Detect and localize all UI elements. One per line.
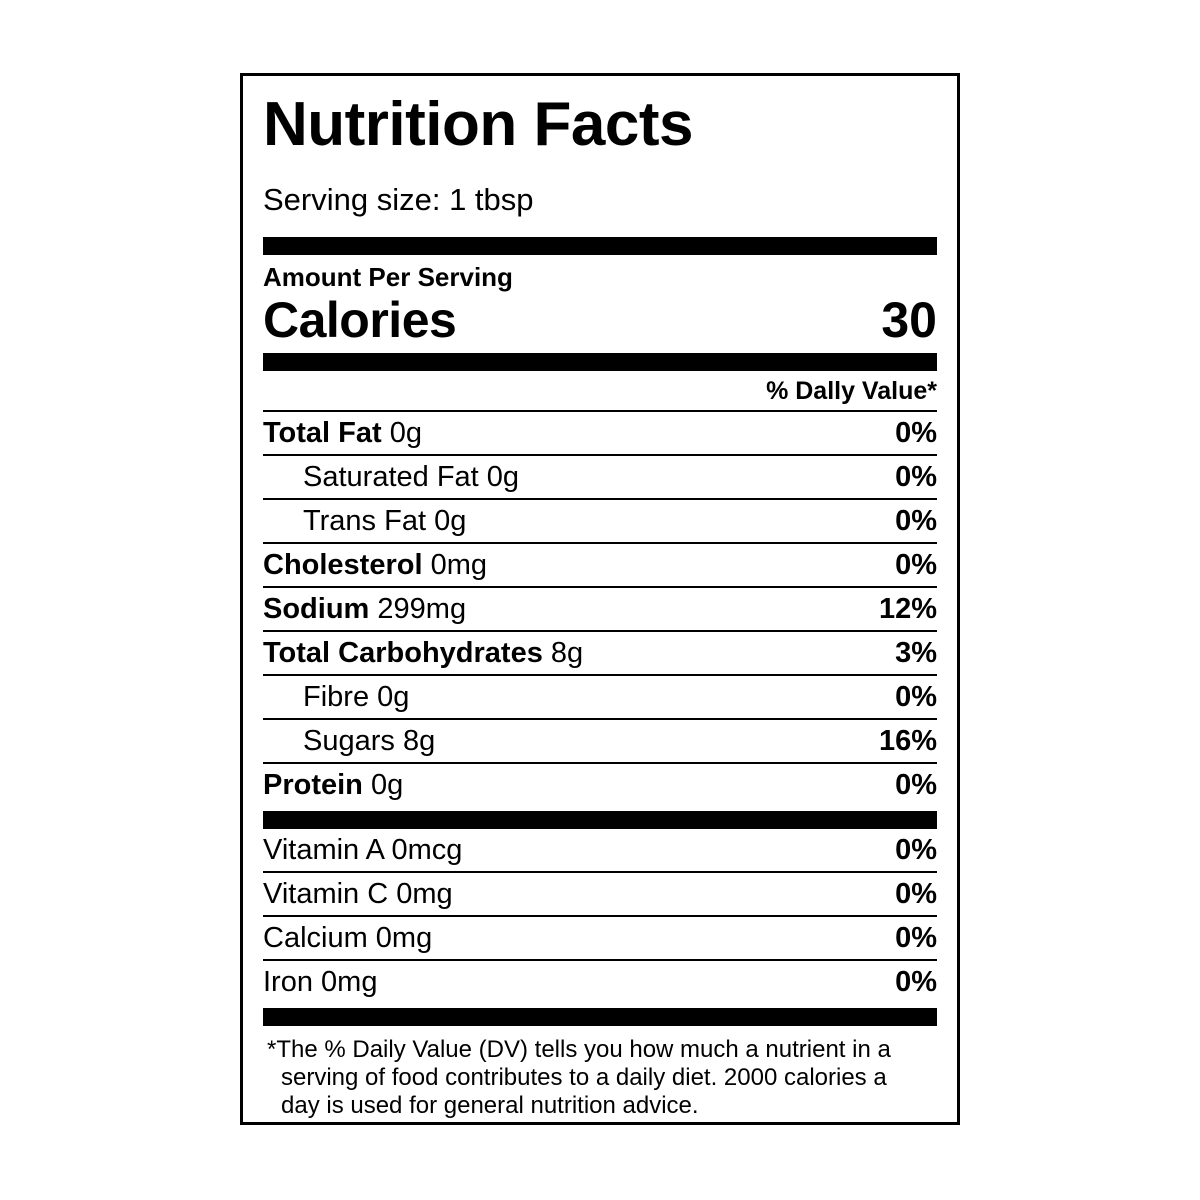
nutrient-label: Saturated Fat 0g <box>303 460 520 493</box>
nutrient-row: Sodium 299mg 12% <box>263 588 937 632</box>
daily-value-header: % Dally Value* <box>766 376 937 405</box>
nutrient-row: Trans Fat 0g 0% <box>263 500 937 544</box>
nutrient-name: Total Fat <box>263 416 382 449</box>
nutrient-label: Calcium 0mg <box>263 921 433 954</box>
nutrient-label: Fibre 0g <box>303 680 410 713</box>
divider-bar-calories <box>263 352 937 371</box>
nutrient-label: Total Carbohydrates 8g <box>263 636 584 669</box>
nutrient-name: Iron <box>263 965 313 998</box>
nutrient-amount: 0g <box>369 680 410 713</box>
nutrient-amount: 0mg <box>312 965 378 998</box>
nutrient-percent-daily-value: 0% <box>895 680 937 713</box>
nutrient-row: Vitamin C 0mg 0% <box>263 873 937 917</box>
nutrient-row: Calcium 0mg 0% <box>263 917 937 961</box>
nutrient-amount: 8g <box>394 724 436 757</box>
amount-per-serving-label: Amount Per Serving <box>263 262 513 292</box>
nutrient-row: Total Carbohydrates 8g 3% <box>263 632 937 676</box>
nutrient-name: Protein <box>263 768 363 801</box>
nutrient-amount: 0mg <box>388 877 453 910</box>
micronutrient-table: Vitamin A 0mcg 0% Vitamin C 0mg 0% Calcium 0… <box>263 829 937 1003</box>
nutrient-amount: 0g <box>362 768 404 801</box>
nutrient-label: Vitamin A 0mcg <box>263 833 463 866</box>
nutrient-row: Sugars 8g 16% <box>263 720 937 764</box>
page-title: Nutrition Facts <box>263 90 693 159</box>
nutrient-percent-daily-value: 3% <box>895 636 937 669</box>
nutrient-name: Fibre <box>303 680 370 713</box>
nutrient-amount: 0g <box>381 416 423 449</box>
nutrient-label: Vitamin C 0mg <box>263 877 453 910</box>
nutrient-row: Vitamin A 0mcg 0% <box>263 829 937 873</box>
nutrient-amount: 0mg <box>422 548 488 581</box>
nutrient-label: Sugars 8g <box>303 724 436 757</box>
nutrient-percent-daily-value: 12% <box>878 592 937 625</box>
nutrient-label: Trans Fat 0g <box>303 504 467 537</box>
nutrient-percent-daily-value: 0% <box>895 416 937 449</box>
nutrient-row: Iron 0mg 0% <box>263 961 937 1003</box>
nutrient-name: Cholesterol <box>263 548 423 581</box>
nutrient-percent-daily-value: 0% <box>895 504 937 537</box>
nutrient-name: Total Carbohydrates <box>263 636 543 669</box>
nutrient-amount: 8g <box>542 636 584 669</box>
nutrient-name: Trans Fat <box>303 504 427 537</box>
divider-bar-vitamins <box>263 810 937 829</box>
nutrient-amount: 0mcg <box>383 833 463 866</box>
serving-size-text: Serving size: 1 tbsp <box>263 182 534 217</box>
nutrient-row: Cholesterol 0mg 0% <box>263 544 937 588</box>
nutrient-label: Sodium 299mg <box>263 592 467 625</box>
nutrient-percent-daily-value: 0% <box>895 965 937 998</box>
nutrient-name: Sugars <box>303 724 395 757</box>
divider-bar-top <box>263 237 937 255</box>
nutrient-percent-daily-value: 0% <box>895 768 937 801</box>
nutrient-percent-daily-value: 0% <box>895 921 937 954</box>
nutrient-row: Fibre 0g 0% <box>263 676 937 720</box>
nutrient-name: Sodium <box>263 592 370 625</box>
nutrient-amount: 299mg <box>369 592 467 625</box>
nutrient-row: Saturated Fat 0g 0% <box>263 456 937 500</box>
nutrient-amount: 0g <box>426 504 467 537</box>
calories-row: Calories 30 <box>263 290 937 347</box>
nutrient-name: Calcium <box>263 921 368 954</box>
nutrient-label: Total Fat 0g <box>263 416 423 449</box>
nutrient-name: Vitamin A <box>263 833 384 866</box>
nutrient-percent-daily-value: 0% <box>895 460 937 493</box>
nutrition-facts-content: Nutrition Facts Serving size: 1 tbsp Amo… <box>243 76 957 1122</box>
calories-value: 30 <box>881 292 937 348</box>
nutrition-facts-panel: Nutrition Facts Serving size: 1 tbsp Amo… <box>240 73 960 1125</box>
nutrient-label: Iron 0mg <box>263 965 378 998</box>
nutrient-label: Cholesterol 0mg <box>263 548 488 581</box>
divider-bar-footnote <box>263 1007 937 1026</box>
nutrient-percent-daily-value: 0% <box>895 833 937 866</box>
nutrient-amount: 0mg <box>367 921 433 954</box>
nutrient-row: Protein 0g 0% <box>263 764 937 806</box>
nutrient-name: Vitamin C <box>263 877 389 910</box>
nutrient-label: Protein 0g <box>263 768 404 801</box>
daily-value-footnote: *The % Daily Value (DV) tells you how mu… <box>267 1035 891 1120</box>
nutrient-name: Saturated Fat <box>303 460 479 493</box>
calories-label: Calories <box>263 292 457 348</box>
nutrient-percent-daily-value: 16% <box>878 724 937 757</box>
nutrient-table: Total Fat 0g 0% Saturated Fat 0g 0% Trans Fa… <box>263 409 937 806</box>
nutrient-amount: 0g <box>478 460 520 493</box>
nutrient-percent-daily-value: 0% <box>895 877 937 910</box>
nutrient-row: Total Fat 0g 0% <box>263 412 937 456</box>
nutrient-percent-daily-value: 0% <box>895 548 937 581</box>
